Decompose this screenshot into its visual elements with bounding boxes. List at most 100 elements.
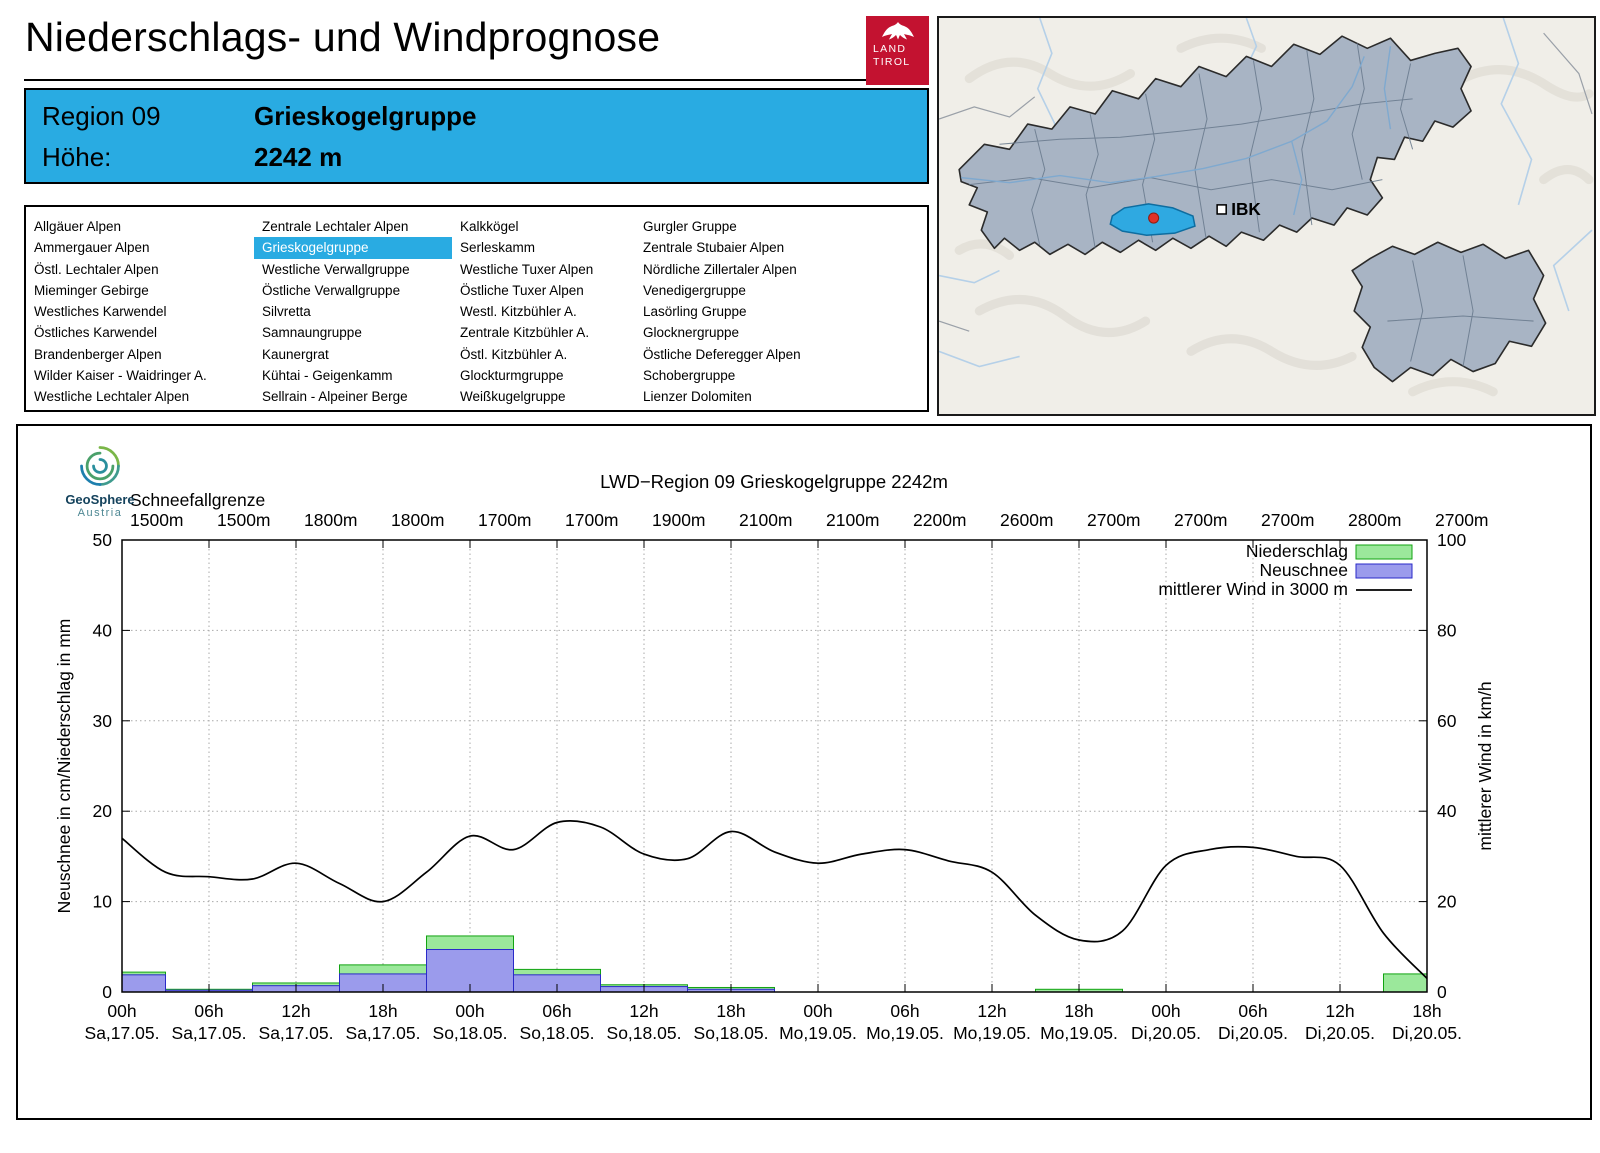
region-item[interactable]: Wilder Kaiser - Waidringer A. (34, 368, 207, 384)
xtick-hour: 00h (1151, 1001, 1180, 1021)
region-item[interactable]: Östliche Tuxer Alpen (460, 282, 584, 298)
region-item[interactable]: Serleskamm (460, 240, 536, 256)
region-item[interactable]: Östliche Verwallgruppe (262, 282, 401, 298)
district-borders (969, 43, 1534, 367)
region-item[interactable]: Östl. Lechtaler Alpen (34, 261, 159, 277)
region-item[interactable]: Zentrale Lechtaler Alpen (262, 219, 409, 234)
region-list: Allgäuer Alpen Ammergauer Alpen Östl. Lech… (24, 205, 929, 412)
region-item[interactable]: Weißkugelgruppe (460, 389, 566, 405)
xtick-hour: 12h (629, 1001, 658, 1021)
region-item[interactable]: Zentrale Kitzbühler A. (460, 325, 590, 341)
region-column-4: Gurgler Gruppe Zentrale Stubaier Alpen Nör… (635, 216, 927, 410)
region-item[interactable]: Kaunergrat (262, 346, 329, 362)
xtick-date: Mo,19.05. (953, 1023, 1031, 1043)
xtick-date: Mo,19.05. (866, 1023, 944, 1043)
region-name-value: Grieskogelgruppe (254, 101, 477, 131)
title-divider (24, 79, 929, 81)
snowline-value: 1800m (391, 510, 445, 530)
xtick-hour: 06h (1238, 1001, 1267, 1021)
east-tirol-region[interactable] (1351, 241, 1547, 383)
ytick-left: 10 (93, 892, 113, 912)
ytick-left: 20 (93, 801, 113, 821)
logo-line1: LAND (873, 43, 907, 55)
region-item[interactable]: Venedigergruppe (643, 282, 746, 298)
region-item[interactable]: Westliches Karwendel (34, 304, 167, 320)
region-item[interactable]: Brandenberger Alpen (34, 346, 162, 362)
snowline-value: 2100m (739, 510, 793, 530)
neuschnee-bar (121, 974, 166, 993)
snowline-value: 1800m (304, 510, 358, 530)
ytick-left: 0 (102, 982, 112, 1002)
xtick-hour: 06h (542, 1001, 571, 1021)
region-item[interactable]: Glocknergruppe (643, 325, 740, 341)
snowline-value: 1500m (217, 510, 271, 530)
region-item[interactable]: Nördliche Zillertaler Alpen (643, 261, 797, 277)
region-item[interactable]: Schobergruppe (643, 368, 736, 384)
altitude-value: 2242 m (254, 142, 343, 172)
region-item[interactable]: Östl. Kitzbühler A. (460, 346, 568, 362)
geosphere-spiral-icon (80, 446, 120, 486)
legend-swatch (1355, 544, 1413, 560)
region-column-3: Kalkkögel Serleskamm Westliche Tuxer Alpen… (452, 216, 635, 410)
region-item[interactable]: Ammergauer Alpen (34, 240, 150, 256)
geosphere-sub: Austria (77, 507, 123, 519)
xtick-hour: 12h (977, 1001, 1006, 1021)
snowline-value: 1700m (478, 510, 532, 530)
region-item[interactable]: Östliches Karwendel (34, 325, 158, 341)
xtick-date: Sa,17.05. (346, 1023, 421, 1043)
region-item[interactable]: Silvretta (262, 304, 311, 320)
region-item[interactable]: Westliche Tuxer Alpen (460, 261, 594, 277)
snowline-value: 2100m (826, 510, 880, 530)
region-item[interactable]: Sellrain - Alpeiner Berge (262, 389, 408, 405)
xtick-date: So,18.05. (520, 1023, 595, 1043)
ylabel-left: Neuschnee in cm/Niederschlag in mm (54, 619, 74, 914)
chart-title: LWD−Region 09 Grieskogelgruppe 2242m (600, 471, 948, 492)
region-item[interactable]: Mieminger Gebirge (34, 282, 149, 298)
region-item[interactable]: Zentrale Stubaier Alpen (643, 240, 785, 256)
region-item[interactable]: Grieskogelgruppe (254, 237, 452, 259)
xtick-hour: 00h (107, 1001, 136, 1021)
region-item[interactable]: Kalkkögel (460, 219, 519, 234)
land-tirol-logo: LAND TIROL (866, 16, 929, 85)
region-item[interactable]: Östliche Deferegger Alpen (643, 346, 801, 362)
snowline-value: 2700m (1087, 510, 1141, 530)
ytick-right: 80 (1437, 620, 1457, 640)
legend-swatch (1355, 563, 1413, 579)
ytick-right: 20 (1437, 892, 1457, 912)
xtick-hour: 18h (716, 1001, 745, 1021)
region-item[interactable]: Samnaungruppe (262, 325, 362, 341)
terrain-shading (954, 33, 1594, 397)
region-item[interactable]: Lienzer Dolomiten (643, 389, 752, 405)
snowline-value: 2700m (1174, 510, 1228, 530)
neighbor-borders (939, 32, 1593, 332)
snowline-value: 2800m (1348, 510, 1402, 530)
forecast-chart: LWD−Region 09 Grieskogelgruppe 2242m Schn… (16, 424, 1592, 1120)
ytick-left: 30 (93, 711, 113, 731)
region-item[interactable]: Westliche Verwallgruppe (262, 261, 410, 277)
xtick-hour: 00h (803, 1001, 832, 1021)
xtick-date: Di,20.05. (1131, 1023, 1201, 1043)
legend-label: mittlerer Wind in 3000 m (1158, 579, 1348, 599)
region-item[interactable]: Allgäuer Alpen (34, 219, 122, 234)
ibk-marker (1216, 204, 1227, 215)
region-item[interactable]: Gurgler Gruppe (643, 219, 737, 234)
snowline-value: 2700m (1261, 510, 1315, 530)
region-item[interactable]: Glockturmgruppe (460, 368, 564, 384)
region-item[interactable]: Kühtai - Geigenkamm (262, 368, 393, 384)
axis-ticks (121, 539, 1428, 993)
station-marker (1148, 212, 1160, 224)
snowline-value: 1500m (130, 510, 184, 530)
xtick-date: Di,20.05. (1218, 1023, 1288, 1043)
region-item[interactable]: Westl. Kitzbühler A. (460, 304, 577, 320)
page-title: Niederschlags- und Windprognose (25, 14, 661, 60)
xtick-hour: 00h (455, 1001, 484, 1021)
xtick-date: Di,20.05. (1392, 1023, 1462, 1043)
snowline-value: 1900m (652, 510, 706, 530)
xtick-hour: 18h (368, 1001, 397, 1021)
region-column-1: Allgäuer Alpen Ammergauer Alpen Östl. Lech… (26, 216, 254, 410)
niederschlag-bars (121, 935, 1428, 993)
region-item[interactable]: Westliche Lechtaler Alpen (34, 389, 190, 405)
ytick-right: 60 (1437, 711, 1457, 731)
region-item[interactable]: Lasörling Gruppe (643, 304, 747, 320)
ytick-right: 0 (1437, 982, 1447, 1002)
